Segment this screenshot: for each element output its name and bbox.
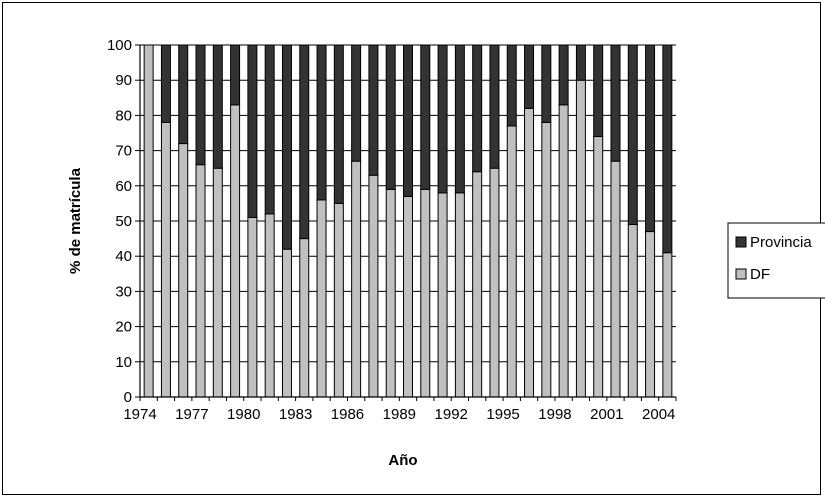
x-tick-label-1983: 1983 xyxy=(279,406,312,423)
bar-df-1977 xyxy=(195,164,206,398)
bar-provincia-1977 xyxy=(195,44,206,166)
bar-provincia-1988 xyxy=(385,44,396,190)
bar-df-1980 xyxy=(247,216,258,398)
bar-provincia-2004 xyxy=(662,44,673,254)
bar-df-1979 xyxy=(230,104,241,398)
bar-provincia-1985 xyxy=(333,44,344,204)
bar-provincia-1987 xyxy=(368,44,379,176)
bar-df-1976 xyxy=(178,143,189,398)
bar-provincia-1986 xyxy=(351,44,362,162)
bar-provincia-1990 xyxy=(420,44,431,190)
bar-provincia-1976 xyxy=(178,44,189,145)
bar-df-1996 xyxy=(524,107,535,398)
x-tick-label-1995: 1995 xyxy=(486,406,519,423)
bar-df-1992 xyxy=(454,192,465,398)
x-axis-title: Año xyxy=(388,452,417,469)
bar-provincia-1984 xyxy=(316,44,327,201)
axes xyxy=(135,44,677,401)
bar-provincia-1978 xyxy=(212,44,223,169)
bar-df-1995 xyxy=(506,125,517,398)
bar-df-1989 xyxy=(403,195,413,398)
bar-df-1987 xyxy=(368,174,379,398)
bar-df-1997 xyxy=(541,121,552,398)
bar-df-1974 xyxy=(143,44,154,398)
x-tick-label-1992: 1992 xyxy=(435,406,468,423)
bar-df-1994 xyxy=(489,167,500,398)
bar-provincia-1975 xyxy=(160,44,171,123)
bar-df-1991 xyxy=(437,192,448,398)
bar-provincia-2003 xyxy=(645,44,656,233)
x-tick-label-1980: 1980 xyxy=(227,406,260,423)
bar-provincia-1993 xyxy=(472,44,483,173)
bar-df-1986 xyxy=(351,160,362,398)
bar-df-2001 xyxy=(610,160,621,398)
bar-provincia-2000 xyxy=(593,44,604,138)
legend-box xyxy=(727,222,825,299)
y-tick-label-80: 80 xyxy=(115,107,132,124)
bar-provincia-1979 xyxy=(230,44,241,106)
bar-provincia-1997 xyxy=(541,44,552,123)
y-tick-label-60: 60 xyxy=(115,178,132,195)
x-tick-label-1974: 1974 xyxy=(123,406,156,423)
bar-provincia-1992 xyxy=(454,44,465,194)
bar-provincia-1980 xyxy=(247,44,258,218)
y-tick-label-10: 10 xyxy=(115,354,132,371)
bar-df-1999 xyxy=(575,79,586,398)
bar-provincia-1998 xyxy=(558,44,569,106)
y-tick-label-70: 70 xyxy=(115,143,132,160)
x-tick-label-2004: 2004 xyxy=(642,406,675,423)
bar-df-1983 xyxy=(299,238,310,398)
bar-df-2004 xyxy=(662,252,673,398)
bar-df-1978 xyxy=(212,167,223,398)
bar-df-1993 xyxy=(472,171,483,398)
bar-provincia-2002 xyxy=(627,44,638,226)
legend-label-provincia: Provincia xyxy=(750,234,812,251)
x-tick-labels: 1974 1977 1980 1983 1986 1989 1992 1995 1998 2001… xyxy=(123,406,675,423)
bar-provincia-1983 xyxy=(299,44,310,240)
bar-provincia-1994 xyxy=(489,44,500,169)
bar-df-1975 xyxy=(160,121,171,398)
bar-df-1990 xyxy=(420,188,431,398)
legend-label-df: DF xyxy=(750,266,770,283)
y-tick-labels: 0 10 20 30 40 50 60 70 80 90 100 xyxy=(107,37,132,406)
bar-provincia-2001 xyxy=(610,44,621,162)
y-tick-label-30: 30 xyxy=(115,283,132,300)
y-axis-title: % de matrícula xyxy=(67,167,84,274)
y-tick-label-50: 50 xyxy=(115,213,132,230)
x-tick-label-1998: 1998 xyxy=(538,406,571,423)
y-tick-label-90: 90 xyxy=(115,72,132,89)
bar-df-1984 xyxy=(316,199,327,398)
x-tick-label-1989: 1989 xyxy=(383,406,416,423)
y-tick-label-100: 100 xyxy=(107,37,132,54)
legend-swatch-df xyxy=(735,268,747,280)
bar-provincia-1982 xyxy=(281,44,292,250)
bar-df-1982 xyxy=(281,248,292,398)
bar-df-2000 xyxy=(593,136,604,398)
bar-provincia-1981 xyxy=(264,44,275,215)
x-tick-label-1977: 1977 xyxy=(175,406,208,423)
bar-provincia-1999 xyxy=(575,44,586,81)
y-tick-label-40: 40 xyxy=(115,248,132,265)
y-tick-label-20: 20 xyxy=(115,319,132,336)
bar-provincia-1989 xyxy=(403,44,413,197)
bar-df-2002 xyxy=(627,224,638,398)
bars xyxy=(143,44,673,398)
y-tick-label-0: 0 xyxy=(124,389,132,406)
x-tick-label-1986: 1986 xyxy=(331,406,364,423)
bar-df-1981 xyxy=(264,213,275,398)
bar-df-1988 xyxy=(385,188,396,398)
bar-provincia-1995 xyxy=(506,44,517,127)
bar-df-1998 xyxy=(558,104,569,398)
x-tick-label-2001: 2001 xyxy=(590,406,623,423)
bar-provincia-1996 xyxy=(524,44,535,109)
bar-provincia-1991 xyxy=(437,44,448,194)
legend: Provincia DF xyxy=(727,222,825,299)
bar-df-1985 xyxy=(333,202,344,398)
bar-df-2003 xyxy=(645,231,656,398)
legend-swatch-provincia xyxy=(735,236,747,248)
